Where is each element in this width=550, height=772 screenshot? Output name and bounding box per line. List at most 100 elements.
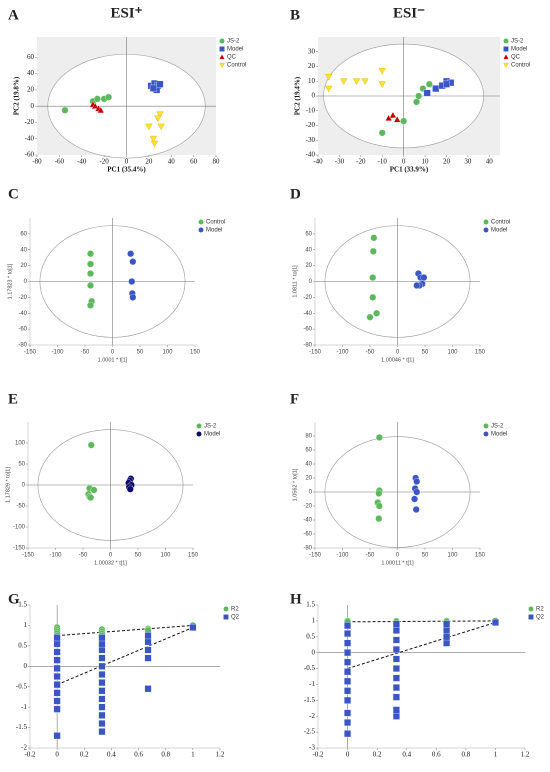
marker — [53, 648, 61, 656]
marker — [340, 78, 348, 85]
panel: -0.2 0 0.2 0.4 0.6 0.8 1 1.2 -2 -1.5 -1 -0.5 0 0.5 1 1.… — [8, 591, 240, 758]
x-tick-label: -80 — [32, 158, 42, 166]
marker — [425, 80, 433, 88]
y-tick-label: -30 — [306, 136, 316, 144]
panel-title: ESI⁺ — [110, 5, 142, 21]
y-axis-label: PC2 (19.8%) — [13, 76, 21, 115]
marker — [412, 506, 420, 513]
marker — [392, 636, 400, 644]
marker — [344, 687, 352, 695]
trend-line — [347, 620, 496, 623]
marker — [325, 73, 333, 81]
marker — [145, 123, 153, 131]
x-tick-label: 1.2 — [216, 751, 225, 759]
x-tick-label: -0.2 — [312, 751, 324, 759]
y-tick-label: 60 — [20, 231, 27, 237]
x-tick-label: -50 — [366, 553, 375, 559]
panel-letter: B — [290, 7, 300, 23]
y-tick-label: -100 — [13, 525, 26, 531]
marker — [156, 111, 164, 119]
y-tick-label: -60 — [25, 151, 35, 159]
legend-label: Control — [511, 63, 530, 69]
y-tick-label: 60 — [27, 53, 35, 61]
y-tick-label: -40 — [303, 518, 312, 524]
x-tick-label: 0 — [396, 350, 400, 356]
y-tick-label: 0 — [24, 279, 28, 285]
legend-label: Control — [206, 220, 225, 226]
y-tick-label: 0 — [309, 279, 313, 285]
legend-marker — [223, 606, 229, 612]
x-tick-label: 0 — [111, 350, 115, 356]
panel-letter: A — [8, 7, 19, 23]
y-tick-label: -80 — [303, 343, 312, 349]
marker — [98, 720, 106, 727]
marker — [98, 711, 106, 719]
x-tick-label: 0.8 — [461, 751, 470, 759]
y-tick-label: 0.5 — [18, 641, 27, 649]
x-axis-label: 1.00011 * t[1] — [381, 560, 414, 566]
legend-label: JS-2 — [227, 39, 240, 45]
y-axis-label: 1.0562 * to[1] — [292, 468, 298, 501]
marker — [443, 633, 451, 641]
marker — [87, 250, 94, 258]
x-tick-label: 0.8 — [161, 751, 170, 759]
x-tick-label: 1 — [494, 751, 498, 759]
legend-label: Control — [227, 63, 246, 69]
x-tick-label: -150 — [24, 350, 37, 356]
marker — [144, 654, 152, 662]
panel: -40 -30 -20 -10 0 10 20 30 40 -40 -30 -20 -10 0 10 20 30… — [290, 5, 530, 173]
x-tick-label: 0 — [109, 553, 113, 559]
x-tick-label: 0 — [396, 553, 400, 559]
y-axis-label: 1.17823 * to[1] — [7, 263, 13, 299]
marker — [53, 664, 61, 672]
panel: -150 -100 -50 0 50 100 150 -80 -60 -40 -20 0 20 40 60 8… — [290, 391, 507, 566]
marker — [375, 502, 383, 510]
marker — [87, 441, 95, 449]
marker — [98, 728, 106, 736]
x-axis-label: 1.00046 * t[1] — [381, 357, 414, 363]
legend-marker — [483, 431, 489, 437]
trend-line — [57, 624, 193, 637]
marker — [432, 85, 440, 93]
panel: -150 -100 -50 0 50 100 150 -80 -60 -40 -20 0 20 40 60 1… — [290, 186, 510, 363]
y-tick-label: 60 — [305, 448, 312, 454]
marker — [393, 115, 401, 123]
legend-marker — [219, 62, 225, 68]
y-tick-label: 60 — [305, 231, 312, 237]
x-tick-label: 0.2 — [373, 751, 382, 759]
marker — [53, 681, 61, 689]
legend-label: Model — [206, 228, 222, 234]
y-tick-label: 20 — [27, 86, 35, 94]
legend-marker — [219, 46, 225, 52]
marker — [127, 250, 135, 258]
marker — [149, 135, 157, 143]
marker — [344, 658, 352, 666]
panel-letter: E — [8, 391, 18, 407]
y-tick-label: 0 — [22, 483, 26, 489]
x-tick-label: -150 — [22, 553, 35, 559]
y-tick-label: 1 — [24, 621, 28, 629]
x-tick-label: -50 — [81, 350, 90, 356]
y-tick-label: 100 — [15, 441, 26, 447]
marker — [411, 495, 418, 503]
legend-marker — [503, 38, 509, 44]
y-tick-label: 30 — [308, 47, 316, 55]
x-tick-label: 30 — [464, 158, 472, 166]
y-tick-label: 0 — [309, 490, 313, 496]
legend-marker — [219, 38, 225, 44]
marker — [420, 274, 428, 281]
x-tick-label: -40 — [313, 158, 323, 166]
marker — [413, 98, 420, 106]
marker — [98, 634, 106, 642]
y-tick-label: -0.5 — [16, 682, 28, 690]
marker — [352, 78, 361, 85]
legend-label: R2 — [231, 607, 239, 613]
x-axis-label: 1.00032 * t[1] — [94, 560, 127, 566]
x-tick-label: -0.2 — [24, 751, 36, 759]
marker — [87, 270, 94, 278]
x-tick-label: 40 — [486, 158, 494, 166]
x-tick-label: 0 — [125, 158, 129, 166]
marker — [369, 293, 377, 301]
marker — [344, 649, 352, 657]
y-tick-label: -2 — [309, 712, 315, 720]
